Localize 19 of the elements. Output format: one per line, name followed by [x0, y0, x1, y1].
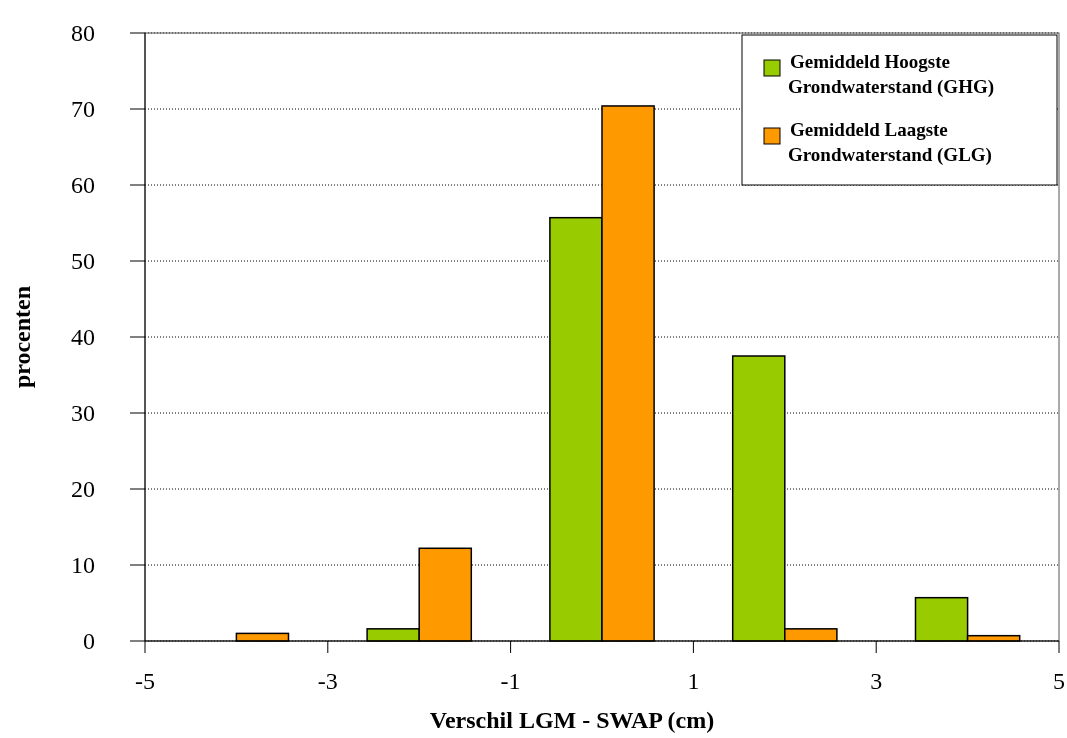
x-tick-label: -5 [135, 668, 155, 694]
x-tick-label: 5 [1053, 668, 1065, 694]
y-tick-label: 20 [71, 476, 95, 503]
y-tick-label: 10 [71, 552, 95, 579]
y-tick-label: 50 [71, 248, 95, 275]
x-tick-label: -3 [317, 668, 338, 694]
y-tick-label: 80 [71, 20, 95, 47]
x-tick-label: -1 [500, 668, 521, 694]
y-tick-label: 0 [83, 628, 95, 655]
y-tick-label: 60 [71, 172, 95, 199]
y-tick-label: 30 [71, 400, 95, 427]
legend-label: Gemiddeld Laagste Grondwaterstand (GLG) [788, 119, 992, 166]
y-tick-label: 40 [71, 324, 95, 351]
x-tick-label: 3 [870, 668, 883, 694]
y-axis-title: procenten [9, 285, 35, 389]
y-tick-label: 70 [71, 96, 95, 123]
legend-label: Gemiddeld Hoogste Grondwaterstand (GHG) [788, 51, 995, 98]
x-tick-label: 1 [687, 668, 700, 694]
x-axis-title: Verschil LGM - SWAP (cm) [429, 707, 715, 733]
